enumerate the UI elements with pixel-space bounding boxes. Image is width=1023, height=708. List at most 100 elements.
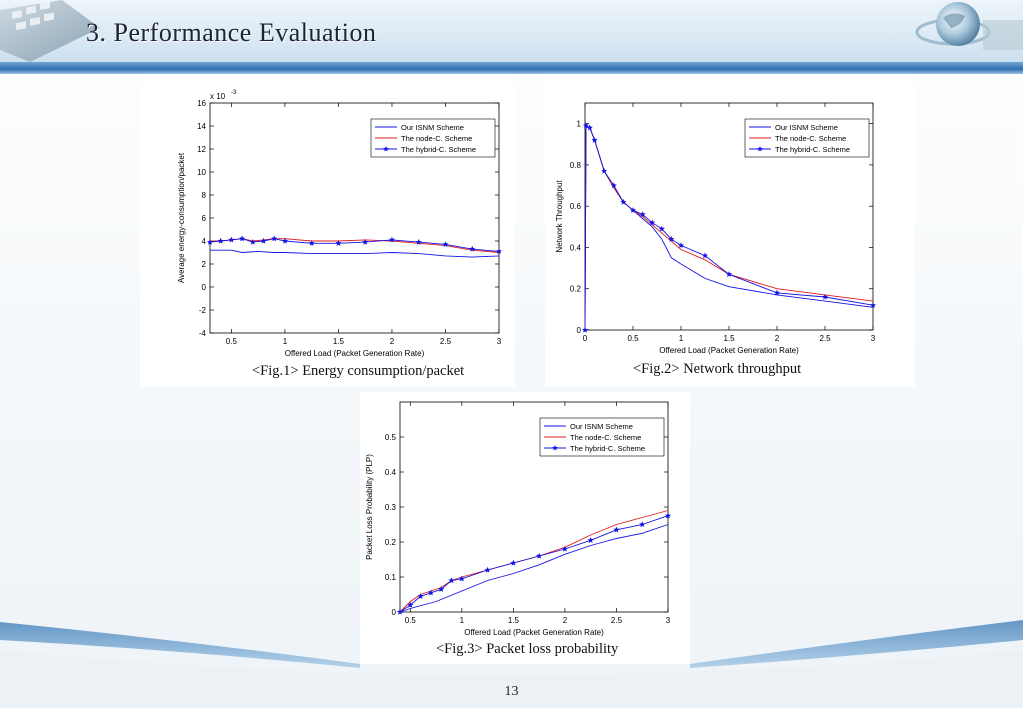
- series-marker: [639, 211, 646, 218]
- series-marker: [658, 225, 665, 232]
- y-tick-label: 0.4: [385, 468, 397, 477]
- series-marker: [561, 545, 568, 552]
- x-tick-label: 0.5: [627, 334, 639, 343]
- x-tick-label: 0: [583, 334, 588, 343]
- energy-chart: 0.5 1 1.5 2 2.5 3 -4 -2 0 2 4 6 8 10 12 14 16 Offered Loa…: [177, 90, 503, 358]
- y-axis-label: Network Throughput: [555, 180, 564, 253]
- series-marker: [217, 237, 224, 244]
- x-axis-label: Offered Load (Packet Generation Rate): [464, 628, 604, 637]
- header-band: [0, 0, 1023, 70]
- x-tick-label: 2: [563, 616, 568, 625]
- x-tick-label: 1: [679, 334, 684, 343]
- y-tick-label: 6: [202, 214, 207, 223]
- x-tick-label: 0.5: [226, 337, 238, 346]
- x-axis-label: Offered Load (Packet Generation Rate): [285, 349, 425, 358]
- series-marker: [668, 236, 675, 242]
- series-marker: [388, 236, 396, 243]
- throughput-chart: 0 0.5 1 1.5 2 2.5 3 0 0.2 0.4 0.6 0.8 1 Offered Load …: [555, 102, 877, 355]
- legend-entry: The hybrid-C. Scheme: [775, 145, 850, 154]
- x-tick-label: 3: [871, 334, 876, 343]
- series-marker: [396, 608, 404, 615]
- series-marker: [427, 589, 434, 596]
- y-tick-label: 16: [197, 99, 206, 108]
- y-tick-label: 0: [202, 283, 207, 292]
- series-marker: [281, 237, 288, 244]
- x-tick-label: 2.5: [440, 337, 452, 346]
- globe-icon: [915, 2, 1023, 50]
- series-marker: [613, 526, 620, 533]
- series-marker: [821, 293, 829, 300]
- exponent-power: -3: [231, 90, 237, 96]
- series-marker: [469, 245, 476, 252]
- series-marker: [335, 240, 342, 246]
- y-tick-label: 2: [202, 260, 207, 269]
- series-line: [209, 238, 500, 252]
- series-marker: [260, 237, 267, 244]
- y-tick-label: 0.2: [570, 285, 582, 294]
- legend-entry: Our ISNM Scheme: [570, 422, 633, 431]
- x-axis-label: Offered Load (Packet Generation Rate): [659, 346, 799, 355]
- y-tick-label: 12: [197, 145, 206, 154]
- series-marker: [601, 167, 608, 174]
- figure-1-panel: 0.5 1 1.5 2 2.5 3 -4 -2 0 2 4 6 8 10 12 14 16 Offered Loa…: [140, 75, 515, 387]
- y-tick-label: 0.5: [385, 433, 397, 442]
- y-axis-label: Packet Loss Probability (PLP): [365, 454, 374, 560]
- y-axis-label: Average energy-consumption/packet: [177, 152, 186, 283]
- keyboard-icon: [0, 0, 100, 62]
- figure-3-panel: 0.5 1 1.5 2 2.5 3 0 0.1 0.2 0.3 0.4 0.5 Offered Load…: [360, 392, 690, 664]
- series-marker: [415, 238, 422, 245]
- slide-title: 3. Performance Evaluation: [86, 18, 377, 47]
- legend-marker: [757, 146, 763, 152]
- series-line: [399, 524, 669, 613]
- series-marker: [639, 521, 646, 528]
- series-marker: [206, 238, 214, 245]
- series-marker: [664, 512, 672, 519]
- x-tick-label: 1: [283, 337, 288, 346]
- legend-entry: The node-C. Scheme: [775, 134, 846, 143]
- y-tick-label: -4: [199, 329, 207, 338]
- x-tick-label: 1: [460, 616, 465, 625]
- series-marker: [495, 248, 503, 254]
- x-tick-label: 1.5: [723, 334, 735, 343]
- series-marker: [581, 326, 589, 333]
- figure-2-caption: <Fig.2> Network throughput: [633, 361, 802, 377]
- series-marker: [271, 235, 278, 242]
- figure-3-caption: <Fig.3> Packet loss probability: [436, 641, 619, 657]
- series-marker: [510, 559, 517, 566]
- y-tick-label: 0.3: [385, 503, 397, 512]
- y-tick-label: 0.8: [570, 161, 582, 170]
- y-tick-label: 0.1: [385, 573, 397, 582]
- y-tick-label: 4: [202, 237, 207, 246]
- series-marker: [308, 240, 315, 246]
- y-tick-label: 0.4: [570, 243, 582, 252]
- series-marker: [442, 241, 449, 248]
- series-marker: [587, 537, 594, 543]
- x-tick-label: 0.5: [405, 616, 417, 625]
- legend-entry: The hybrid-C. Scheme: [570, 444, 645, 453]
- legend-entry: The hybrid-C. Scheme: [401, 145, 476, 154]
- legend-entry: The node-C. Scheme: [401, 134, 472, 143]
- y-tick-label: 1: [577, 120, 582, 129]
- x-tick-label: 3: [666, 616, 671, 625]
- x-tick-label: 2.5: [819, 334, 831, 343]
- series-marker: [458, 575, 465, 582]
- packet-loss-chart: 0.5 1 1.5 2 2.5 3 0 0.1 0.2 0.3 0.4 0.5 Offered Load…: [365, 401, 672, 637]
- series-marker: [417, 593, 424, 599]
- series-marker: [239, 235, 246, 242]
- legend-entry: Our ISNM Scheme: [775, 123, 838, 132]
- series-line: [584, 124, 874, 331]
- x-tick-label: 2.5: [611, 616, 623, 625]
- series-marker: [610, 182, 617, 189]
- series-marker: [725, 271, 733, 277]
- page-number: 13: [504, 684, 519, 699]
- series-line: [210, 249, 500, 258]
- x-tick-label: 3: [497, 337, 502, 346]
- y-tick-label: 0.2: [385, 538, 397, 547]
- y-tick-label: 10: [197, 168, 206, 177]
- series-marker: [438, 586, 445, 592]
- series-marker: [448, 577, 455, 584]
- header-stripe: [0, 62, 1023, 74]
- series-marker: [649, 219, 656, 226]
